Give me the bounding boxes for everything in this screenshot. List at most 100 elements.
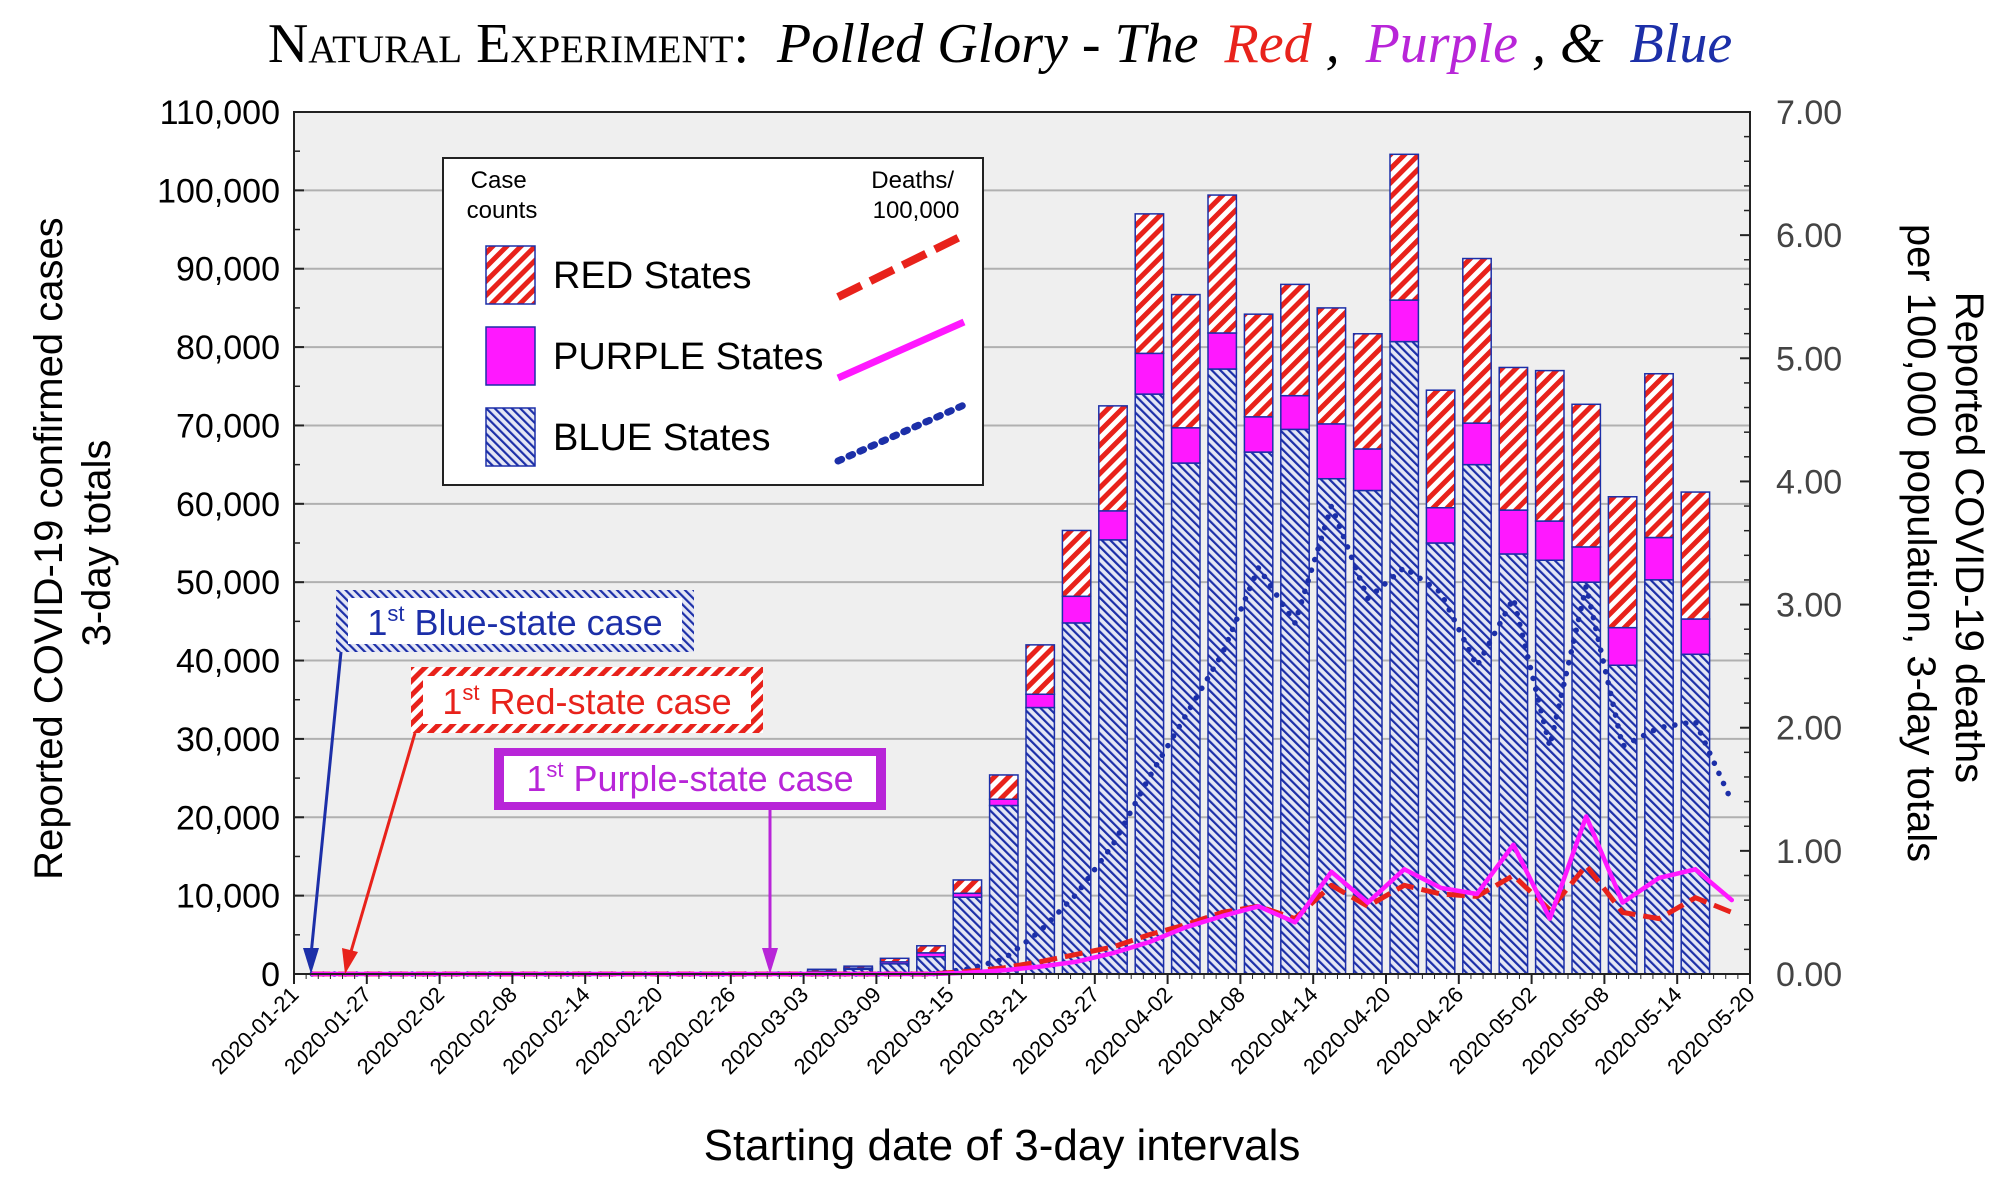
annotation-blue-arrow	[309, 651, 343, 956]
title-prefix: Natural Experiment:	[268, 13, 749, 75]
bar-red-25	[1207, 194, 1238, 334]
bar-purple-30	[1389, 299, 1420, 343]
bar-red-35	[1571, 403, 1602, 548]
annotation-blue-sup: st	[387, 601, 404, 626]
bar-red-32	[1462, 257, 1492, 424]
annotation-blue-pre: 1	[367, 602, 387, 643]
annotation-red-text: 1st Red-state case	[442, 680, 731, 722]
legend-blue-line	[834, 401, 968, 465]
deaths-line-red	[312, 863, 1733, 977]
bar-red-33	[1498, 366, 1529, 511]
bar-red-38	[1680, 491, 1711, 620]
legend-blue-label: BLUE States	[553, 417, 771, 459]
y-tick-label-8: 80,000	[176, 329, 280, 367]
bar-purple-21	[1061, 595, 1092, 624]
legend-deaths-header-line2: 100,000	[873, 197, 960, 224]
legend-case-header: Case counts	[467, 167, 538, 224]
annotation-purple-box	[504, 756, 876, 802]
y-tick-label-10: 100,000	[157, 172, 280, 210]
y-axis-label-line1: Reported COVID-19 confirmed cases	[27, 217, 71, 880]
legend: Case counts Deaths/ 100,000 RED States P…	[442, 157, 984, 486]
x-axis-label: Starting date of 3-day intervals	[704, 1121, 1301, 1170]
bar-purple-33	[1498, 509, 1529, 555]
bar-blue-18	[952, 896, 983, 975]
bar-red-31	[1425, 389, 1456, 509]
title-italic-main: Polled Glory - The	[776, 13, 1198, 75]
bar-blue-21	[1061, 622, 1092, 975]
death-lines	[309, 503, 1735, 977]
bar-red-19	[988, 774, 1019, 800]
legend-deaths-header: Deaths/ 100,000	[871, 167, 960, 224]
bars	[770, 153, 1711, 975]
annotation-blue-first: 1st Blue-state case	[303, 590, 694, 974]
bar-red-17	[916, 945, 946, 954]
title-purple-word: Purple	[1365, 13, 1518, 75]
annotation-red-pre: 1	[442, 681, 462, 722]
bar-purple-22	[1098, 510, 1128, 541]
y-axis-label-line2: 3-day totals	[75, 440, 119, 647]
y-tick-label-5: 50,000	[176, 564, 280, 602]
x-axis: 2020-01-212020-01-272020-02-022020-02-08…	[206, 974, 1760, 1079]
bar-red-16	[879, 957, 910, 963]
deaths-line-blue	[309, 503, 1735, 977]
bar-red-22	[1098, 405, 1128, 512]
legend-purple-line	[836, 318, 966, 382]
bar-red-18	[952, 879, 983, 895]
bar-blue-26	[1243, 451, 1274, 975]
bar-purple-27	[1280, 394, 1310, 431]
annotation-red-first: 1 st Red-state case	[342, 667, 763, 974]
legend-case-header-line1: Case	[471, 167, 527, 194]
bar-purple-34	[1534, 520, 1565, 561]
legend-purple-label: PURPLE States	[553, 336, 823, 378]
annotation-purple-arrowhead	[762, 948, 778, 974]
bar-red-28	[1316, 307, 1347, 425]
y-tick-label-6: 60,000	[176, 486, 280, 524]
legend-case-header-line2: counts	[467, 197, 538, 224]
annotation-blue-box	[348, 598, 682, 644]
bar-purple-24	[1170, 427, 1201, 464]
annotation-red-box	[423, 676, 751, 724]
legend-red-line	[836, 231, 966, 301]
y-tick-label-7: 70,000	[176, 407, 280, 445]
annotation-red-arrowhead	[342, 948, 358, 974]
bar-red-15	[843, 965, 874, 969]
bar-purple-25	[1207, 332, 1238, 370]
annotation-purple-post: Purple-state case	[564, 758, 854, 799]
y2-tick-label-7: 7.00	[1776, 94, 1842, 132]
bar-blue-27	[1280, 428, 1310, 975]
legend-red-label: RED States	[553, 255, 752, 297]
chart-title: Natural Experiment: Polled Glory - The R…	[268, 13, 1732, 75]
bar-red-30	[1389, 153, 1420, 301]
y2-axis-label-line1: Reported COVID-19 deaths	[1947, 292, 1991, 783]
legend-red-swatch	[485, 245, 536, 305]
bar-red-29	[1352, 333, 1383, 450]
y2-tick-label-3: 3.00	[1776, 587, 1842, 625]
y-tick-label-1: 10,000	[176, 878, 280, 916]
title-red-word: Red	[1224, 13, 1313, 75]
bar-red-37	[1644, 372, 1674, 539]
bar-purple-37	[1644, 536, 1674, 581]
annotation-blue-arrowhead	[303, 948, 319, 974]
annotation-blue-text: 1st Blue-state case	[367, 601, 662, 643]
y-tick-label-0: 0	[261, 956, 280, 994]
bar-purple-20	[1025, 693, 1056, 709]
bar-blue-28	[1316, 477, 1347, 975]
bar-red-36	[1607, 496, 1638, 629]
bar-red-26	[1243, 313, 1274, 418]
y2-tick-label-0: 0.00	[1776, 956, 1842, 994]
y2-tick-label-6: 6.00	[1776, 217, 1842, 255]
bar-blue-33	[1498, 553, 1529, 975]
title-blue-word: Blue	[1630, 13, 1733, 75]
bar-red-20	[1025, 644, 1056, 695]
bar-blue-38	[1680, 653, 1711, 975]
annotation-purple-sup: st	[546, 757, 563, 782]
y-tick-label-3: 30,000	[176, 721, 280, 759]
y2-axis-label: Reported COVID-19 deaths per 100,000 pop…	[1899, 224, 1991, 862]
y2-axis-label-line2: per 100,000 population, 3-day totals	[1899, 224, 1943, 862]
bar-blue-23	[1134, 393, 1165, 975]
legend-purple-swatch	[485, 326, 536, 386]
annotation-red-post: Red-state case	[480, 681, 732, 722]
bar-blue-34	[1534, 559, 1565, 975]
y2-tick-label-2: 2.00	[1776, 710, 1842, 748]
